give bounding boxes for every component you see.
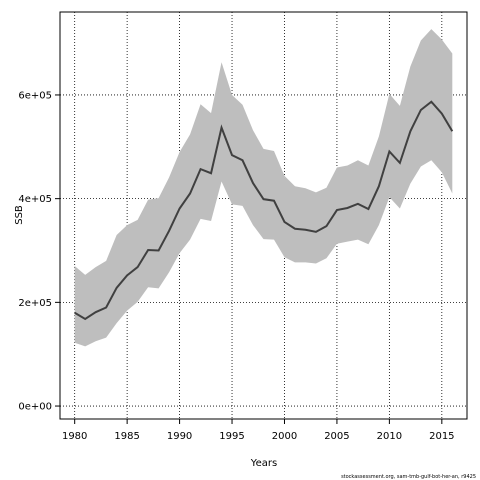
y-axis: 0e+00 2e+05 4e+05 6e+05 [18, 90, 60, 413]
x-tick-label: 1980 [62, 431, 87, 442]
x-tick-label: 2005 [324, 431, 349, 442]
y-tick-label: 6e+05 [18, 90, 52, 101]
y-tick-label: 4e+05 [18, 194, 52, 205]
x-tick-label: 2010 [377, 431, 402, 442]
y-tick-label: 0e+00 [18, 402, 52, 413]
y-axis-title: SSB [14, 205, 25, 225]
source-caption: stockassessment.org, sam-tmb-gulf-bot-he… [341, 474, 476, 480]
y-tick-label: 2e+05 [18, 298, 52, 309]
x-tick-label: 1995 [219, 431, 244, 442]
plot-frame [59, 11, 468, 420]
ssb-series-line [74, 100, 454, 321]
x-tick-label: 1985 [114, 431, 139, 442]
x-tick-label: 1990 [167, 431, 192, 442]
x-tick-label: 2000 [272, 431, 297, 442]
x-tick-label: 2015 [429, 431, 454, 442]
x-axis: 1980 1985 1990 1995 2000 2005 2010 2015 [62, 419, 455, 442]
x-axis-title: Years [250, 458, 277, 469]
confidence-band [74, 29, 453, 347]
